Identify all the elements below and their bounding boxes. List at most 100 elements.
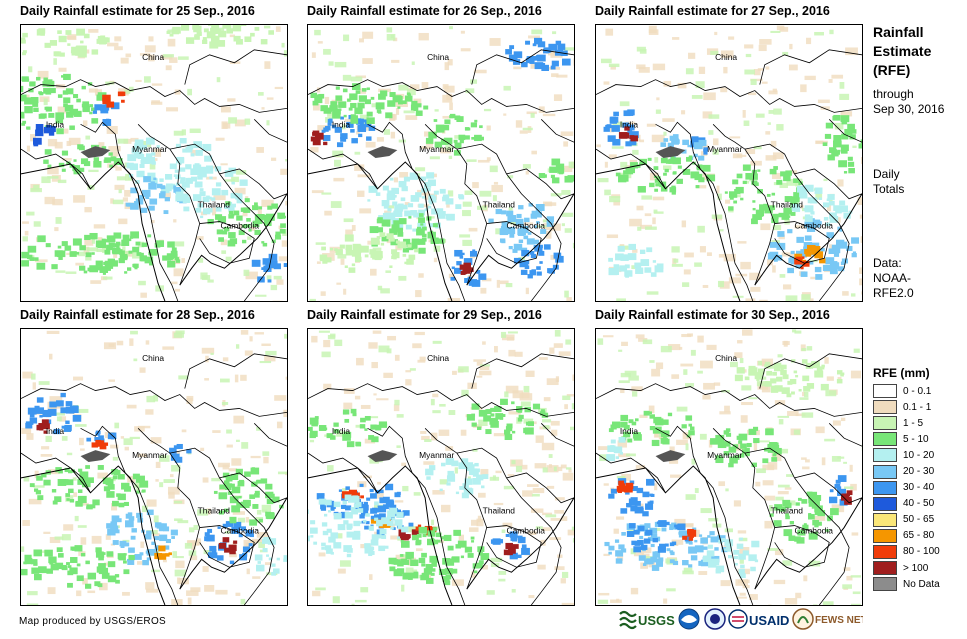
rain-cell: [82, 106, 90, 113]
rain-cell: [765, 428, 774, 436]
rain-cell: [808, 514, 815, 520]
rain-cell: [729, 136, 741, 139]
rain-cell: [254, 202, 258, 206]
rain-cell: [421, 233, 427, 238]
rain-cell: [806, 37, 812, 45]
rain-cell: [221, 189, 229, 196]
rain-cell: [38, 113, 45, 119]
rain-cell: [488, 218, 494, 223]
rain-cell: [194, 35, 200, 40]
rain-cell: [308, 509, 309, 514]
rain-cell: [175, 143, 181, 148]
rain-cell: [228, 468, 238, 472]
rain-cell: [330, 532, 339, 539]
rain-cell: [322, 135, 331, 141]
rain-cell: [143, 76, 151, 83]
rain-cell: [653, 211, 664, 214]
rain-cell: [139, 163, 145, 168]
rain-cell: [769, 513, 774, 517]
rain-cell: [312, 130, 320, 136]
rain-cell: [669, 559, 675, 564]
rain-cell: [153, 177, 157, 181]
rain-cell: [468, 227, 478, 232]
rain-cell: [33, 137, 42, 145]
rain-cell: [474, 119, 478, 123]
rain-cell: [616, 485, 625, 492]
rain-cell: [663, 131, 667, 136]
rain-cell: [154, 536, 160, 541]
rain-cell: [464, 546, 473, 553]
rain-cell: [122, 234, 130, 241]
rain-cell: [566, 394, 574, 397]
rain-cell: [666, 588, 676, 592]
rain-cell: [412, 228, 417, 232]
rain-cell: [219, 484, 226, 490]
rain-cell: [433, 190, 439, 195]
rain-cell: [522, 164, 531, 169]
rain-cell: [77, 251, 85, 257]
map-frame: China India Myanmar Thailand Cambodia: [307, 328, 575, 606]
rain-cell: [326, 528, 332, 533]
rain-cell: [540, 229, 547, 234]
rain-cell: [322, 253, 335, 261]
rain-cell: [21, 122, 26, 126]
rain-cell: [385, 112, 393, 119]
rain-cell: [785, 515, 790, 520]
rain-cell: [490, 407, 496, 412]
rain-cell: [697, 225, 705, 233]
map-frame: China India Myanmar Thailand Cambodia: [20, 24, 288, 302]
rain-cell: [254, 332, 264, 335]
rain-cell: [169, 57, 178, 63]
rain-cell: [309, 298, 316, 301]
legend-title: RFE (mm): [873, 366, 930, 380]
rain-cell: [393, 177, 399, 183]
rain-cell: [150, 220, 155, 224]
rain-cell: [852, 251, 857, 255]
rain-cell: [407, 93, 411, 97]
rain-cell: [160, 185, 166, 190]
rain-cell: [613, 446, 623, 454]
rain-cell: [467, 553, 474, 558]
rain-cell: [81, 85, 86, 90]
rfe-title-line: Rainfall: [873, 24, 924, 40]
rain-cell: [652, 551, 661, 558]
rain-cell: [369, 574, 373, 580]
rain-cell: [225, 201, 231, 206]
rain-cell: [89, 104, 94, 108]
rain-cell: [532, 43, 537, 47]
rain-cell: [528, 595, 535, 599]
rain-cell: [767, 448, 774, 453]
rain-cell: [766, 193, 771, 197]
rain-cell: [438, 568, 447, 575]
rain-cell: [777, 354, 783, 358]
rain-cell: [72, 238, 82, 246]
rain-cell: [536, 266, 541, 270]
rain-cell: [32, 560, 36, 563]
rain-cell: [118, 218, 128, 225]
rain-cell: [114, 422, 120, 429]
rain-cell: [206, 534, 215, 542]
rain-cell: [465, 88, 475, 94]
rain-cell: [787, 215, 791, 218]
rain-cell: [723, 451, 730, 456]
rain-cell: [165, 538, 171, 544]
rain-cell: [656, 521, 661, 525]
rain-cell: [791, 359, 796, 363]
rain-cell: [124, 271, 128, 274]
rain-cell: [309, 439, 315, 443]
rain-cell: [549, 537, 562, 541]
border-line: [424, 428, 488, 590]
rain-cell: [739, 592, 746, 596]
rain-cell: [546, 465, 559, 473]
coast-line: [754, 193, 862, 286]
rain-cell: [783, 175, 791, 182]
label-india: India: [332, 119, 351, 129]
rain-cell: [676, 439, 688, 445]
rain-cell: [427, 530, 436, 537]
rain-cell: [408, 216, 412, 219]
rain-cell: [631, 540, 637, 546]
rain-cell: [646, 478, 655, 486]
rain-cell: [490, 420, 499, 428]
rain-cell: [612, 269, 620, 275]
